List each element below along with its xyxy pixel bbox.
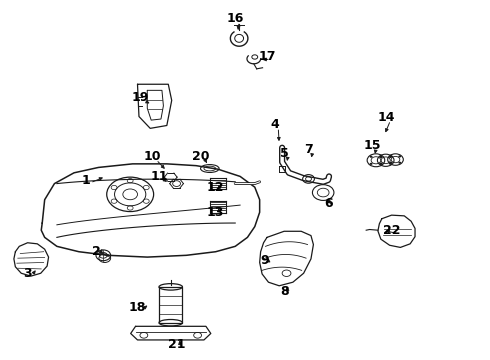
Text: 19: 19 xyxy=(131,91,148,104)
Text: 5: 5 xyxy=(280,147,289,159)
Text: 18: 18 xyxy=(129,301,146,314)
Text: 8: 8 xyxy=(280,285,289,298)
Text: 14: 14 xyxy=(378,111,395,124)
Text: 20: 20 xyxy=(192,150,210,163)
Text: 9: 9 xyxy=(260,254,269,267)
Text: 12: 12 xyxy=(207,181,224,194)
Circle shape xyxy=(379,163,382,165)
Circle shape xyxy=(389,156,392,158)
Text: 2: 2 xyxy=(92,245,100,258)
Circle shape xyxy=(369,156,372,158)
Circle shape xyxy=(380,156,383,158)
Circle shape xyxy=(389,163,392,165)
Text: 10: 10 xyxy=(144,150,161,163)
Circle shape xyxy=(380,163,383,165)
Circle shape xyxy=(398,162,401,164)
Circle shape xyxy=(369,163,372,165)
Text: 21: 21 xyxy=(168,338,185,351)
Text: 3: 3 xyxy=(23,267,32,280)
Text: 13: 13 xyxy=(207,206,224,219)
Text: 4: 4 xyxy=(270,118,279,131)
Text: 1: 1 xyxy=(82,174,91,186)
Text: 7: 7 xyxy=(304,143,313,156)
Circle shape xyxy=(390,162,392,164)
Circle shape xyxy=(379,156,382,158)
Text: 17: 17 xyxy=(258,50,276,63)
Text: 16: 16 xyxy=(226,12,244,25)
Text: 11: 11 xyxy=(151,170,168,183)
Text: 15: 15 xyxy=(363,139,381,152)
Text: 22: 22 xyxy=(383,224,400,237)
Text: 6: 6 xyxy=(324,197,332,210)
Circle shape xyxy=(390,155,392,157)
Circle shape xyxy=(398,155,401,157)
